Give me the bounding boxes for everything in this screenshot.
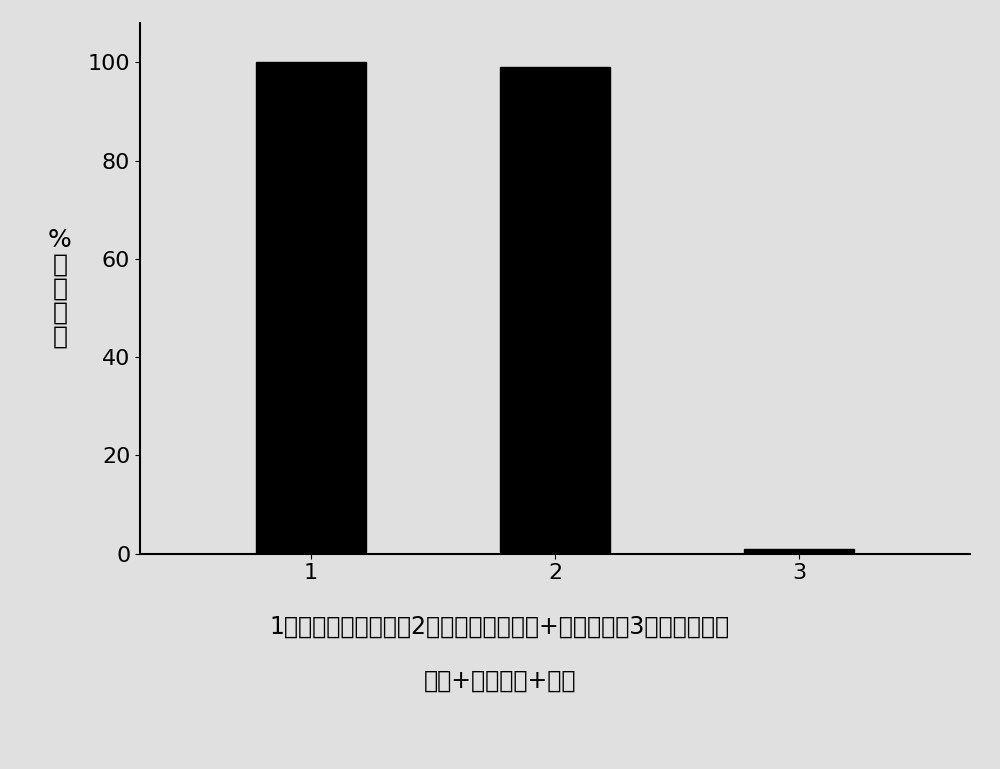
Text: 1：磷酸盐缓冲溶液；2：磷酸盐缓冲溶液+碳量子点；3：磷酸盐缓冲: 1：磷酸盐缓冲溶液；2：磷酸盐缓冲溶液+碳量子点；3：磷酸盐缓冲 bbox=[270, 614, 730, 639]
Bar bbox=[256, 62, 366, 554]
Bar bbox=[500, 68, 610, 554]
Text: 溶液+碳量子点+光照: 溶液+碳量子点+光照 bbox=[424, 668, 576, 693]
Y-axis label: %
）
率
活
成: % ） 率 活 成 bbox=[48, 228, 72, 348]
Bar bbox=[744, 549, 854, 554]
